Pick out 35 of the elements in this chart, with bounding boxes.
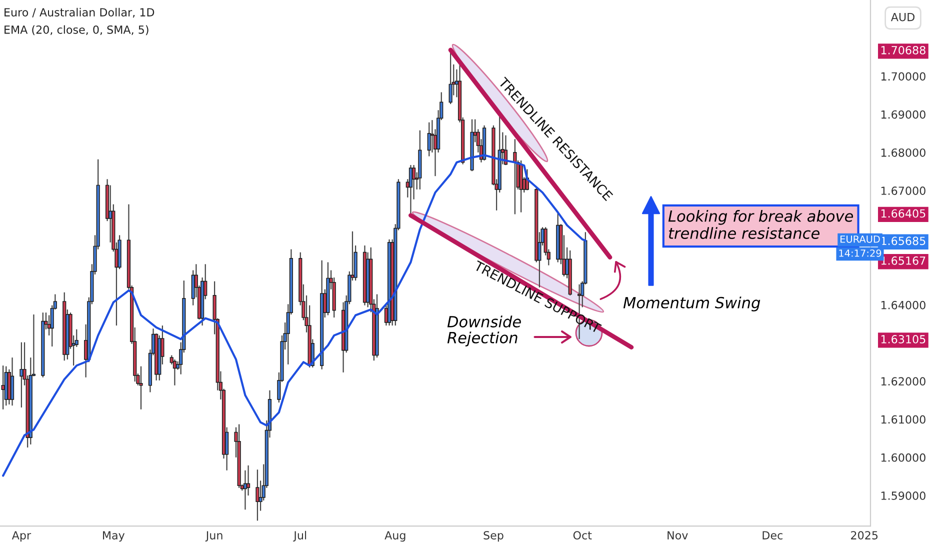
- text: AUD: [890, 12, 914, 22]
- y-tick-label: 1.65167: [881, 256, 926, 265]
- x-tick-label: Oct: [573, 531, 592, 540]
- y-tick-label: 1.63105: [881, 335, 926, 344]
- annotation: 14:17:29: [839, 249, 882, 257]
- x-tick-label: Jul: [293, 530, 306, 542]
- x-tick-label: 2025: [851, 531, 878, 540]
- y-tick-label: 1.60000: [881, 453, 926, 462]
- x-tick-label: May: [103, 531, 125, 542]
- annotation: Downside Rejection: [447, 316, 521, 346]
- y-tick-label: 1.69000: [881, 110, 926, 119]
- candlestick: [427, 122, 431, 157]
- y-tick-label: 1.67000: [881, 186, 926, 195]
- text: EMA (20, close, 0, SMA, 5): [4, 25, 148, 36]
- y-tick-label: 1.62000: [881, 377, 926, 386]
- y-tick-label: 1.64000: [881, 300, 926, 310]
- y-tick-label: 1.68000: [881, 148, 926, 157]
- x-tick-label: Dec: [762, 531, 782, 540]
- x-tick-label: Apr: [12, 531, 32, 542]
- text: Euro / Australian Dollar, 1D: [4, 8, 154, 18]
- y-tick-label: 1.61000: [881, 415, 926, 424]
- x-tick-label: Nov: [668, 531, 688, 540]
- annotation: Momentum Swing: [623, 296, 760, 312]
- x-tick-label: Sep: [484, 531, 504, 542]
- candlestick: [256, 469, 260, 522]
- y-tick-label: 1.59000: [881, 492, 926, 500]
- candlestick: [139, 366, 143, 410]
- y-tick-label: 1.66405: [881, 209, 926, 218]
- x-tick-label: Aug: [384, 531, 406, 542]
- y-tick-label: 1.70000: [881, 72, 926, 81]
- x-tick-label: Jun: [205, 531, 222, 542]
- y-tick-label: 1.65685: [881, 236, 926, 246]
- y-tick-label: 1.70688: [881, 46, 926, 54]
- candlestick: [408, 164, 413, 216]
- candlestick: [10, 356, 14, 406]
